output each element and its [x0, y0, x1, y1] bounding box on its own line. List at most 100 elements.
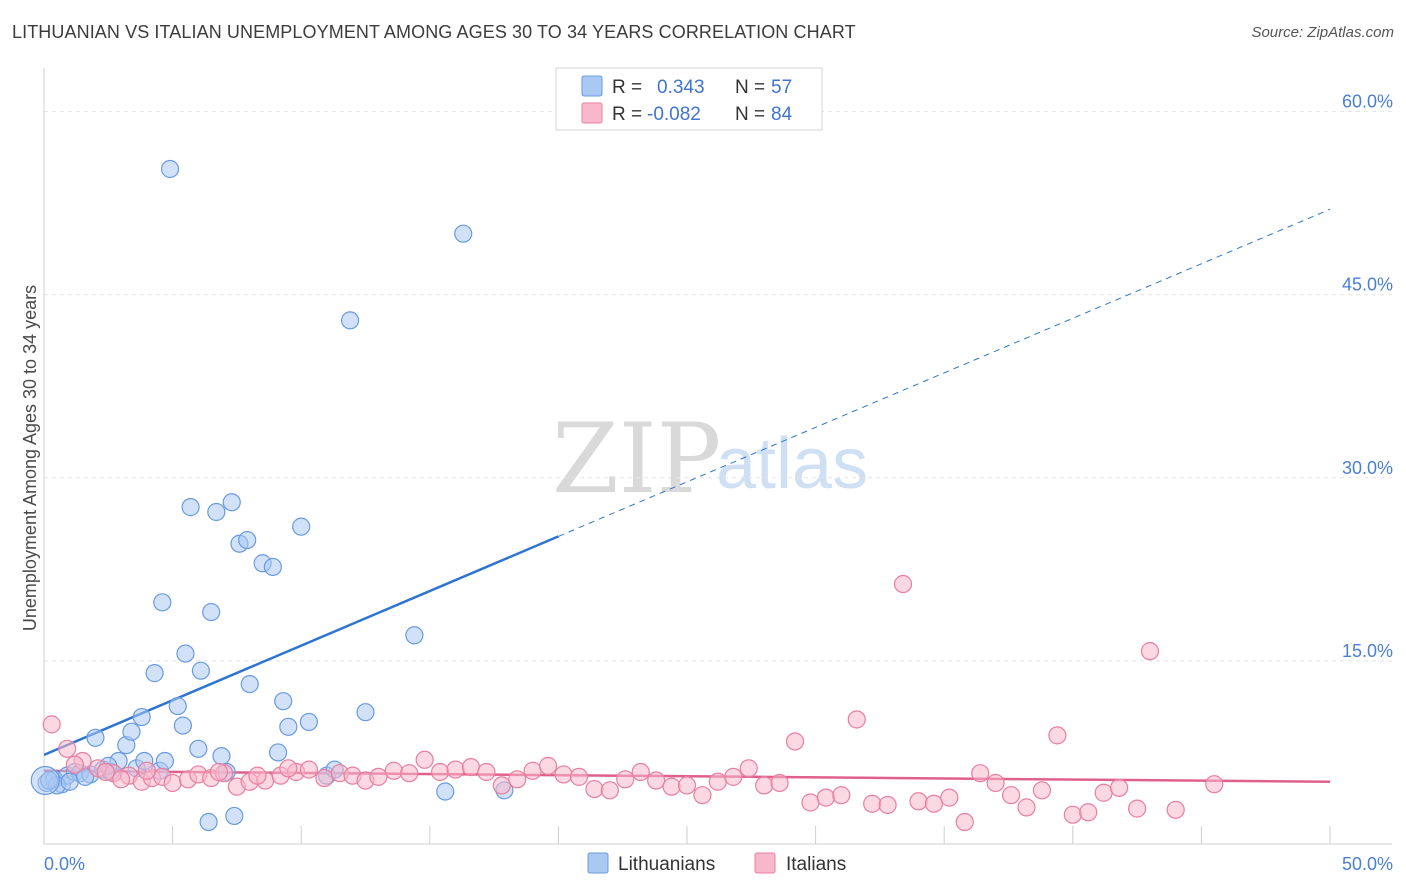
point-italians-26 [400, 764, 419, 783]
point-lithuanians-47 [356, 703, 375, 722]
point-lithuanians-29 [207, 502, 226, 522]
point-lithuanians-20 [160, 159, 180, 179]
point-italians-74 [1140, 642, 1160, 661]
point-lithuanians-21 [168, 696, 187, 716]
point-italians-31 [477, 762, 496, 782]
point-italians-40 [616, 770, 635, 789]
point-lithuanians-39 [268, 743, 288, 762]
legend-r-value-2: -0.082 [647, 104, 701, 125]
axes [43, 68, 1392, 845]
point-italians-57 [878, 795, 897, 815]
trend-line-lithuanians [43, 535, 559, 757]
point-italians-24 [369, 767, 388, 786]
point-italians-68 [1048, 726, 1067, 745]
data-points [30, 159, 1224, 832]
trend-line-lithuanians-extension [558, 208, 1331, 537]
point-lithuanians-22 [173, 716, 192, 735]
point-lithuanians-42 [292, 517, 311, 536]
watermark-atlas: atlas [716, 424, 868, 504]
point-italians-61 [940, 788, 959, 807]
bottom-legend-lithuanians: Lithuanians [618, 854, 715, 875]
point-italians-83 [279, 759, 298, 778]
point-italians-20 [315, 768, 334, 788]
point-lithuanians-7 [86, 728, 105, 747]
point-lithuanians-38 [263, 557, 283, 577]
point-italians-53 [816, 788, 835, 807]
point-italians-62 [955, 812, 974, 832]
point-italians-37 [569, 767, 589, 786]
point-italians-75 [1166, 800, 1185, 819]
point-italians-55 [847, 710, 866, 729]
point-italians-82 [248, 766, 267, 785]
y-tick-label-3: 60.0% [1342, 92, 1393, 112]
point-italians-65 [1001, 786, 1021, 805]
point-lithuanians-19 [155, 751, 174, 771]
y-tick-label-2: 45.0% [1342, 275, 1393, 295]
point-italians-44 [677, 776, 697, 795]
point-italians-77 [65, 755, 84, 774]
point-italians-80 [137, 761, 156, 780]
point-lithuanians-40 [274, 692, 293, 711]
point-italians-72 [1109, 778, 1129, 797]
point-italians-78 [96, 762, 115, 782]
watermark-zip: ZIP [552, 403, 721, 515]
point-italians-48 [739, 759, 758, 778]
point-lithuanians-cluster [30, 765, 60, 796]
point-lithuanians-23 [176, 644, 195, 663]
point-italians-39 [600, 781, 619, 800]
legend-r-value-1: 0.343 [657, 77, 705, 98]
point-lithuanians-53 [60, 772, 79, 791]
point-italians-19 [299, 760, 319, 779]
point-italians-42 [647, 771, 666, 790]
point-italians-67 [1032, 781, 1052, 800]
point-lithuanians-25 [189, 739, 208, 758]
point-italians-52 [801, 793, 820, 812]
legend-r-label-1: R = [612, 77, 642, 98]
y-tick-labels: 15.0% 30.0% 45.0% 60.0% [1342, 92, 1393, 661]
point-lithuanians-43 [299, 712, 319, 732]
gridlines [44, 111, 1392, 662]
point-italians-70 [1079, 803, 1098, 822]
point-italians-25 [384, 761, 403, 780]
point-lithuanians-50 [454, 224, 473, 243]
point-italians-34 [523, 761, 542, 780]
point-lithuanians-12 [122, 722, 141, 741]
point-italians-27 [415, 750, 434, 769]
point-italians-71 [1094, 783, 1113, 802]
point-italians-29 [446, 760, 465, 779]
point-lithuanians-27 [199, 812, 218, 832]
point-italians-36 [554, 765, 573, 784]
point-italians-0 [42, 715, 61, 734]
point-italians-30 [461, 757, 481, 777]
y-tick-label-1: 30.0% [1342, 458, 1393, 478]
legend-n-value-1: 57 [771, 77, 792, 98]
point-italians-54 [832, 786, 851, 805]
point-italians-47 [724, 767, 743, 786]
point-lithuanians-49 [436, 782, 455, 801]
bottom-legend-swatch-italians [754, 852, 776, 874]
point-lithuanians-46 [340, 311, 360, 330]
point-italians-43 [662, 777, 681, 796]
point-italians-38 [585, 779, 604, 799]
point-italians-59 [909, 792, 928, 811]
point-lithuanians-48 [405, 626, 424, 645]
point-italians-79 [112, 770, 131, 789]
legend-r-label-2: R = [612, 104, 642, 125]
chart-title: LITHUANIAN VS ITALIAN UNEMPLOYMENT AMONG… [12, 22, 856, 42]
point-italians-66 [1017, 798, 1036, 817]
point-italians-32 [492, 776, 511, 795]
legend-swatch-lithuanians [581, 75, 603, 97]
point-italians-45 [693, 786, 712, 805]
x-tick-label-1: 50.0% [1342, 854, 1393, 874]
point-lithuanians-35 [238, 530, 257, 550]
y-axis-label: Unemployment Among Ages 30 to 34 years [20, 285, 40, 631]
point-italians-56 [863, 794, 882, 813]
point-italians-49 [755, 776, 774, 795]
point-lithuanians-33 [225, 806, 244, 826]
bottom-legend-swatch-lithuanians [587, 852, 609, 874]
x-tick-label-0: 0.0% [44, 854, 85, 874]
point-lithuanians-18 [153, 593, 172, 612]
point-italians-63 [971, 764, 990, 783]
point-italians-28 [430, 762, 450, 782]
